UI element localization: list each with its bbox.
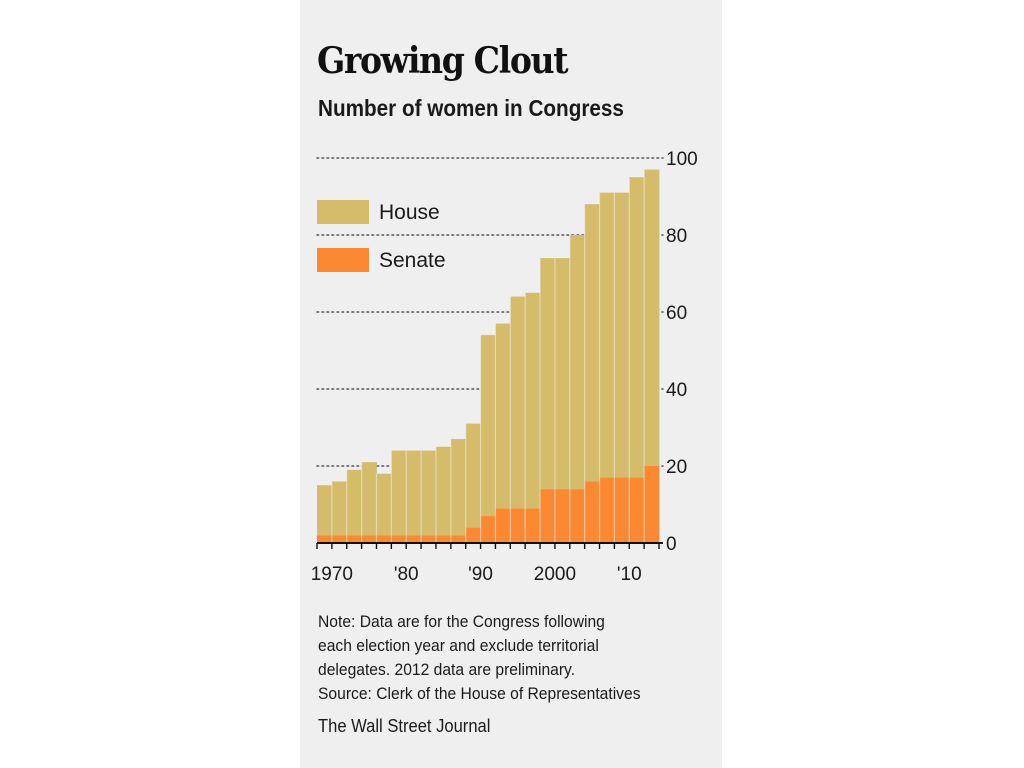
legend-swatch — [317, 200, 369, 224]
senate-bar — [525, 508, 541, 543]
senate-bar — [450, 535, 467, 543]
legend-label: Senate — [379, 249, 446, 272]
senate-bar — [614, 477, 630, 543]
house-bar — [406, 450, 422, 536]
chart-card: Growing Clout Number of women in Congres… — [300, 0, 722, 768]
senate-bar — [554, 489, 571, 543]
senate-bar — [510, 508, 526, 543]
senate-bar — [346, 535, 363, 543]
house-bar — [480, 335, 496, 517]
x-tick-label: 1970 — [311, 564, 353, 585]
house-bar — [495, 323, 511, 509]
house-bar — [554, 258, 571, 490]
senate-bar — [391, 535, 407, 543]
senate-bar — [629, 477, 645, 543]
x-axis-ticks: 1970 '80 '90 2000 '10 — [311, 543, 660, 585]
senate-bar — [495, 508, 511, 543]
note-line: delegates. 2012 data are preliminary. — [318, 660, 576, 679]
house-bar — [331, 481, 348, 536]
house-bar — [525, 292, 541, 509]
house-bar — [361, 462, 377, 536]
house-bar — [644, 169, 660, 467]
y-tick-label: 60 — [666, 303, 687, 324]
senate-bar — [406, 535, 422, 543]
note-line: each election year and exclude territori… — [318, 636, 599, 655]
house-bar — [346, 469, 363, 536]
senate-bar — [421, 535, 437, 543]
house-bar — [614, 192, 630, 478]
y-tick-label: 40 — [666, 380, 687, 401]
y-tick-label: 100 — [666, 149, 698, 170]
legend-label: House — [379, 201, 440, 224]
y-axis-ticks: 0 20 40 60 80 100 — [666, 149, 698, 555]
x-tick-label: '10 — [617, 564, 642, 585]
house-bar — [599, 192, 615, 478]
house-bar — [569, 235, 586, 490]
house-bar — [510, 296, 526, 509]
chart-notes: Note: Data are for the Congress followin… — [318, 610, 686, 706]
chart-areas — [317, 169, 660, 543]
senate-bar — [435, 535, 452, 543]
publisher-credit: The Wall Street Journal — [318, 716, 491, 736]
source-line: Source: Clerk of the House of Representa… — [318, 684, 641, 703]
senate-bar — [599, 477, 615, 543]
x-tick-label: '80 — [394, 564, 419, 585]
house-bar — [421, 450, 437, 536]
y-tick-label: 20 — [666, 457, 687, 478]
house-bar — [376, 473, 392, 536]
chart-title: Growing Clout — [317, 40, 569, 82]
legend: House Senate — [317, 200, 446, 272]
senate-bar — [584, 481, 600, 543]
chart-subtitle: Number of women in Congress — [318, 95, 624, 121]
senate-bar — [569, 489, 586, 543]
x-tick-label: 2000 — [534, 564, 576, 585]
senate-bar — [540, 489, 556, 543]
house-bar — [584, 204, 600, 482]
house-bar — [391, 450, 407, 536]
note-line: Note: Data are for the Congress followin… — [318, 612, 605, 631]
house-bar — [465, 423, 481, 528]
house-bar — [540, 258, 556, 490]
house-bar — [317, 485, 333, 536]
house-bar — [435, 446, 452, 536]
senate-bar — [644, 466, 660, 543]
y-tick-label: 0 — [666, 534, 677, 555]
senate-bar — [376, 535, 392, 543]
legend-swatch — [317, 248, 369, 272]
stacked-area-chart: 1970 '80 '90 2000 '10 0 20 40 60 80 100 House Sena… — [311, 149, 698, 585]
senate-bar — [317, 535, 333, 543]
senate-bar — [480, 516, 496, 543]
house-bar — [450, 439, 467, 536]
x-tick-label: '90 — [468, 564, 493, 585]
y-tick-label: 80 — [666, 226, 687, 247]
senate-bar — [331, 535, 348, 543]
senate-bar — [465, 527, 481, 543]
senate-bar — [361, 535, 377, 543]
house-bar — [629, 177, 645, 478]
